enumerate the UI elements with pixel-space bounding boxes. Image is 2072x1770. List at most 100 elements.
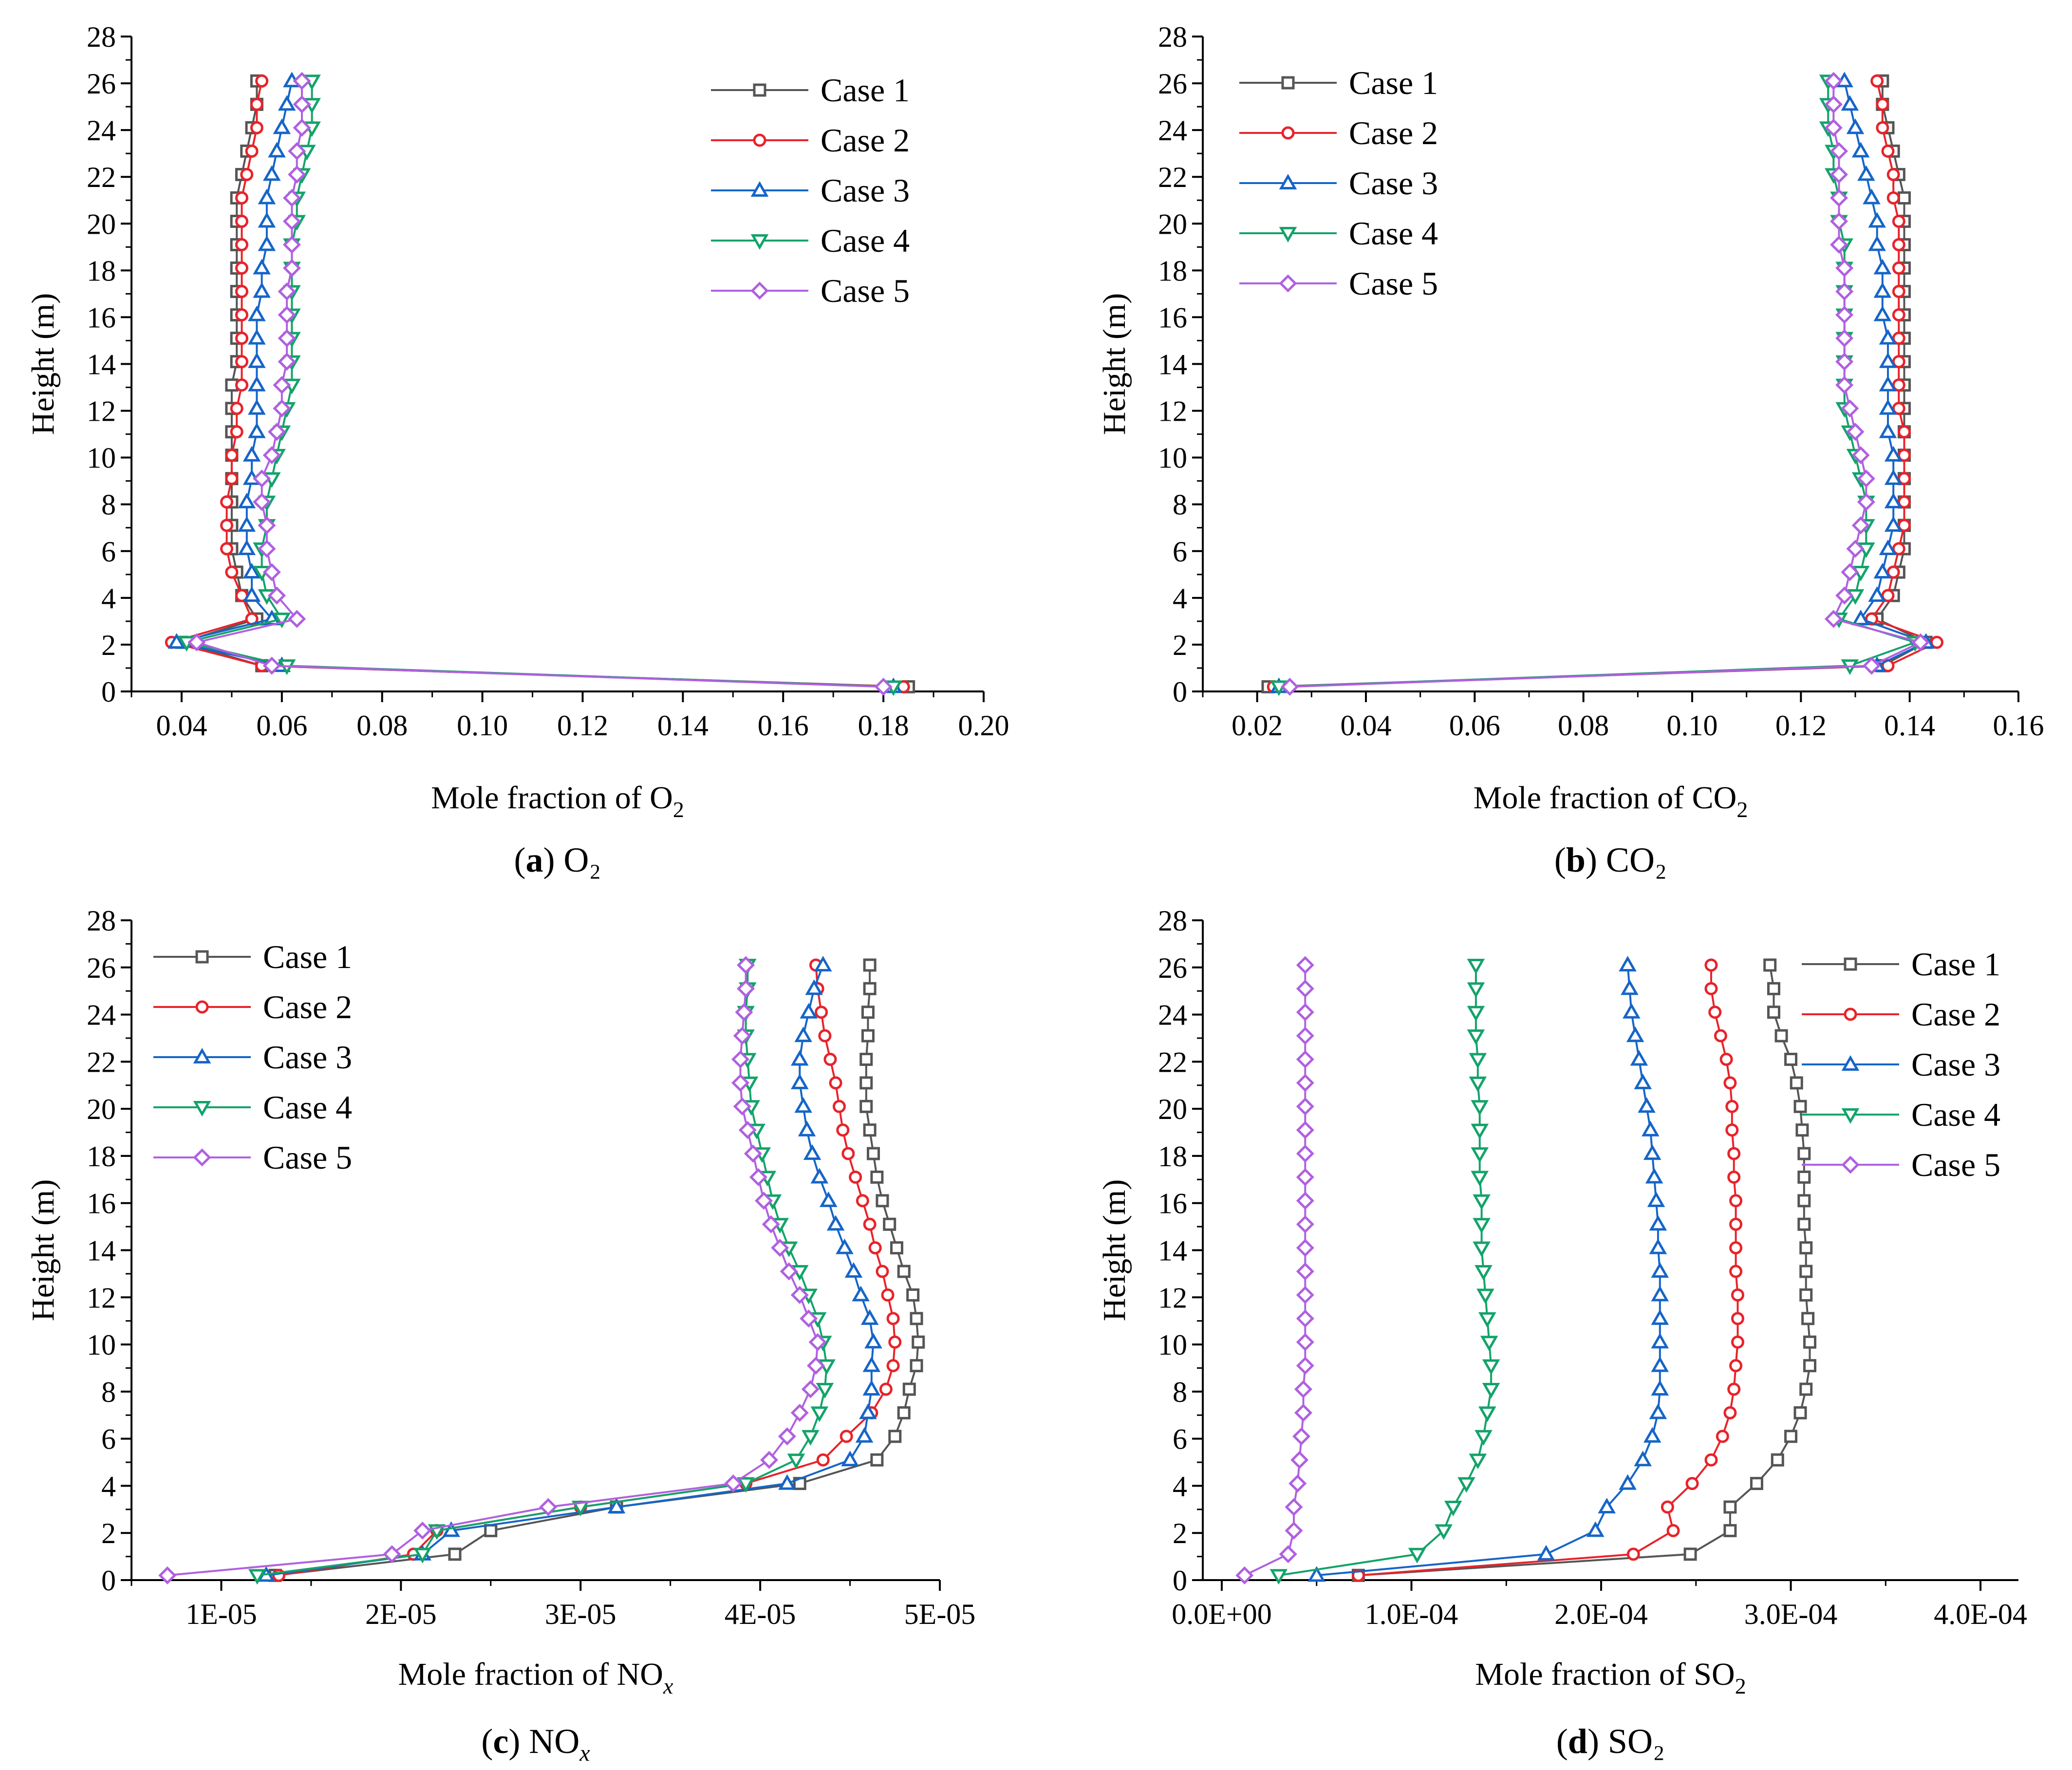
y-tick-label: 4	[101, 582, 116, 615]
data-point-case-2	[1886, 168, 1900, 181]
data-point-case-1	[1799, 1265, 1813, 1278]
data-point-case-5	[808, 1333, 827, 1351]
data-point-case-5	[1829, 212, 1848, 231]
data-point-case-1	[883, 1217, 896, 1231]
x-tick-label: 0.14	[1884, 709, 1935, 742]
data-point-case-4	[1269, 1569, 1288, 1585]
data-point-case-3	[800, 1003, 818, 1019]
data-point-case-5	[744, 1144, 762, 1163]
data-point-case-1	[863, 1123, 877, 1137]
y-tick-label: 6	[1173, 1423, 1187, 1455]
data-point-case-5	[801, 1380, 820, 1398]
x-tick-label: 0.08	[356, 709, 408, 742]
data-point-case-4	[1475, 1430, 1493, 1446]
data-point-case-2	[1729, 1217, 1743, 1231]
data-point-case-3	[1621, 979, 1639, 995]
y-tick-label: 14	[87, 1235, 116, 1267]
data-point-case-5	[278, 306, 296, 324]
data-point-case-3	[1879, 329, 1897, 345]
data-point-case-2	[245, 144, 259, 158]
data-point-case-2	[815, 1006, 828, 1019]
data-point-case-5	[278, 353, 296, 371]
data-point-case-3	[1873, 305, 1892, 321]
data-point-case-2	[1886, 565, 1900, 579]
x-tick-label: 3.0E-04	[1744, 1598, 1838, 1630]
data-point-case-3	[1638, 1097, 1656, 1113]
data-point-case-3	[248, 305, 266, 321]
data-point-case-1	[897, 1265, 911, 1278]
x-tick-label: 0.06	[256, 709, 307, 742]
data-point-case-3	[1851, 142, 1870, 158]
data-point-case-5	[1296, 1262, 1314, 1281]
data-point-case-5	[1829, 142, 1848, 160]
data-point-case-1	[448, 1547, 462, 1561]
data-point-case-5	[1281, 677, 1299, 696]
x-tick-label: 0.08	[1558, 709, 1609, 742]
data-point-case-3	[862, 1379, 881, 1396]
data-point-case-3	[1841, 95, 1859, 111]
data-point-case-5	[1292, 1427, 1311, 1446]
x-tick-label: 0.20	[958, 709, 1009, 742]
data-point-case-5	[1296, 956, 1314, 974]
y-tick-label: 10	[1158, 442, 1187, 474]
data-point-case-5	[1857, 469, 1875, 488]
data-point-case-2	[886, 1359, 900, 1373]
data-point-case-4	[248, 1569, 266, 1585]
data-point-case-2	[225, 448, 239, 462]
data-point-case-3	[814, 955, 832, 971]
data-point-case-5	[1911, 633, 1930, 652]
data-point-case-2	[1881, 589, 1895, 602]
data-point-case-5	[800, 1309, 818, 1328]
data-point-case-5	[749, 1168, 767, 1187]
data-point-case-4	[810, 1406, 829, 1422]
data-point-case-3	[1857, 165, 1875, 181]
data-point-case-2	[1725, 1123, 1739, 1137]
data-point-case-4	[1471, 1123, 1489, 1139]
data-point-case-2	[230, 402, 243, 415]
data-point-case-5	[1294, 1380, 1312, 1398]
data-point-case-5	[1841, 399, 1859, 418]
y-tick-label: 18	[87, 255, 116, 287]
data-point-case-2	[829, 1076, 842, 1090]
data-point-case-2	[1714, 1029, 1727, 1043]
x-tick-label: 0.04	[1341, 709, 1392, 742]
legend-marker-case-5	[193, 1148, 211, 1167]
data-point-case-1	[910, 1359, 923, 1373]
data-point-case-2	[1930, 635, 1943, 649]
data-point-case-1	[876, 1194, 889, 1208]
data-point-case-5	[267, 586, 286, 605]
data-point-case-2	[823, 1053, 837, 1066]
data-point-case-4	[1467, 1029, 1485, 1045]
data-point-case-5	[262, 656, 281, 675]
data-point-case-4	[1469, 1076, 1487, 1092]
x-tick-label: 0.18	[858, 709, 909, 742]
data-point-case-5	[1294, 1403, 1312, 1422]
data-point-case-3	[1647, 1191, 1665, 1207]
data-point-case-2	[1723, 1406, 1737, 1419]
y-tick-label: 10	[87, 442, 116, 474]
data-point-case-2	[1892, 285, 1905, 298]
legend-label-case-2: Case 2	[1349, 114, 1438, 151]
data-point-case-5	[1296, 1333, 1314, 1351]
data-point-case-1	[1803, 1359, 1817, 1373]
data-point-case-3	[1641, 1120, 1660, 1137]
data-point-case-2	[1870, 74, 1884, 88]
data-point-case-5	[1235, 1566, 1254, 1584]
data-point-case-3	[798, 1120, 816, 1137]
legend: Case 1 Case 2 Case 3 Case 4 Case 5	[1239, 64, 1438, 302]
data-point-case-4	[802, 1430, 820, 1446]
data-point-case-2	[888, 1335, 902, 1349]
x-tick-label: 0.10	[1667, 709, 1718, 742]
y-tick-label: 28	[87, 905, 116, 937]
data-point-case-5	[1296, 1192, 1314, 1210]
y-tick-label: 10	[1158, 1329, 1187, 1361]
data-point-case-2	[1729, 1265, 1743, 1278]
data-point-case-3	[1649, 1238, 1667, 1254]
data-point-case-3	[1537, 1545, 1555, 1561]
data-point-case-4	[1478, 1312, 1496, 1328]
y-tick-label: 6	[101, 536, 116, 568]
y-axis-title: Height (m)	[25, 293, 61, 435]
data-point-case-1	[870, 1170, 884, 1184]
data-point-case-3	[258, 235, 276, 251]
